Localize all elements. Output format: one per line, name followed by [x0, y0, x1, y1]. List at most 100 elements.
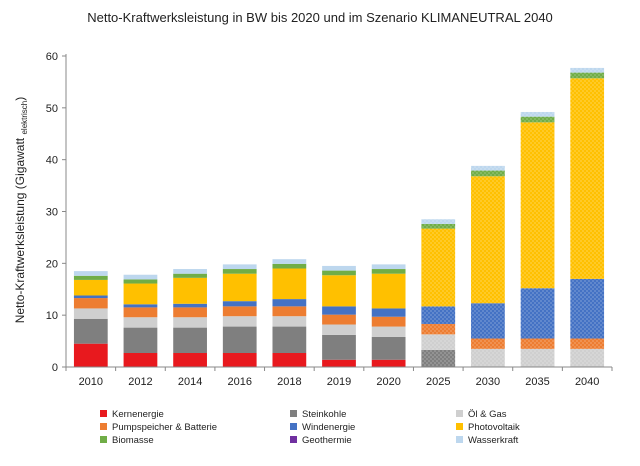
bar-segment	[471, 348, 505, 367]
x-tick-label: 2018	[277, 376, 301, 388]
bar-segment	[520, 338, 555, 349]
bar-segment	[73, 343, 108, 367]
y-tick-label: 10	[46, 310, 58, 322]
legend-item: Pumpspeicher & Batterie	[100, 422, 217, 433]
bar-segment	[123, 279, 158, 284]
x-tick-label: 2012	[128, 376, 152, 388]
bar-segment	[520, 122, 555, 289]
bar-segment	[123, 283, 158, 305]
bar-segment	[173, 269, 207, 274]
bar-segment	[371, 326, 406, 337]
bar-segment	[421, 228, 456, 307]
bar-segment	[322, 324, 356, 335]
legend-item: Geothermie	[290, 435, 352, 446]
bar-segment	[73, 295, 108, 299]
bar-segment	[371, 336, 406, 360]
bar-segment	[123, 317, 158, 328]
bar-segment	[272, 263, 307, 269]
bar-segment	[322, 359, 356, 367]
bar-segment	[471, 165, 505, 171]
x-tick-label: 2019	[327, 376, 351, 388]
bar-segment	[520, 116, 555, 123]
x-tick-label: 2020	[376, 376, 400, 388]
x-tick-label: 2014	[178, 376, 202, 388]
legend-swatch	[100, 410, 107, 417]
legend-item: Biomasse	[100, 435, 154, 446]
bar-segment	[272, 306, 307, 317]
x-tick-label: 2040	[575, 376, 599, 388]
bar-segment	[520, 348, 555, 367]
legend-swatch	[456, 423, 463, 430]
bar-segment	[471, 170, 505, 177]
legend-item: Windenergie	[290, 422, 355, 433]
legend-item: Öl & Gas	[456, 409, 507, 420]
bar-segment	[322, 334, 356, 360]
bar-segment	[173, 327, 207, 354]
bar-segment	[272, 316, 307, 327]
bar-segment	[322, 265, 356, 271]
legend-swatch	[290, 423, 297, 430]
legend-swatch	[456, 410, 463, 417]
legend-swatch	[456, 436, 463, 443]
bar-segment	[421, 349, 456, 367]
bar-segment	[123, 304, 158, 308]
bar-segment	[520, 288, 555, 339]
bar-segment	[222, 306, 257, 317]
bar-segment	[371, 264, 406, 270]
legend-item: Wasserkraft	[456, 435, 518, 446]
bar-segment	[173, 307, 207, 318]
y-tick-label: 50	[46, 103, 58, 115]
x-tick-label: 2025	[426, 376, 450, 388]
legend-swatch	[100, 436, 107, 443]
bar-segment	[520, 111, 555, 117]
bar-segment	[272, 353, 307, 367]
legend-label: Kernenergie	[112, 409, 164, 420]
y-tick-label: 40	[46, 155, 58, 167]
bar-segment	[73, 275, 108, 280]
bar-segment	[73, 271, 108, 276]
y-tick-label: 60	[46, 51, 58, 63]
bar-segment	[471, 176, 505, 304]
bar-segment	[123, 307, 158, 318]
bar-segment	[421, 323, 456, 335]
legend-label: Pumpspeicher & Batterie	[112, 422, 218, 433]
bar-segment	[371, 269, 406, 274]
bar-segment	[570, 67, 605, 73]
legend-label: Windenergie	[302, 422, 356, 433]
legend-item: Steinkohle	[290, 409, 346, 420]
bar-segment	[272, 268, 307, 300]
legend-swatch	[290, 410, 297, 417]
legend-item: Kernenergie	[100, 409, 164, 420]
bar-segment	[272, 326, 307, 354]
y-tick-label: 0	[52, 362, 58, 374]
bar-segment	[272, 299, 307, 307]
legend-item: Photovoltaik	[456, 422, 520, 433]
x-tick-label: 2016	[227, 376, 251, 388]
bar-segment	[371, 316, 406, 327]
bar-segment	[371, 359, 406, 367]
bar-segment	[73, 279, 108, 296]
bar-segment	[570, 78, 605, 279]
bar-segment	[222, 353, 257, 367]
bar-segment	[322, 275, 356, 307]
legend-label: Geothermie	[302, 435, 352, 446]
bar-segment	[73, 318, 108, 344]
bar-segment	[222, 264, 257, 270]
bar-segment	[421, 334, 456, 350]
bar-segment	[123, 274, 158, 280]
legend-label: Photovoltaik	[468, 422, 520, 433]
legend-label: Öl & Gas	[468, 409, 507, 420]
bar-segment	[222, 273, 257, 302]
bar-segment	[272, 259, 307, 264]
chart-title: Netto-Kraftwerksleistung in BW bis 2020 …	[87, 10, 553, 25]
bar-segment	[371, 273, 406, 309]
y-tick-label: 30	[46, 207, 58, 219]
bar-segment	[421, 306, 456, 324]
bar-segment	[322, 306, 356, 315]
bar-segment	[421, 219, 456, 224]
legend-swatch	[100, 423, 107, 430]
bar-segment	[421, 223, 456, 229]
bar-segment	[322, 314, 356, 325]
bar-segment	[173, 353, 207, 367]
bar-segment	[173, 277, 207, 304]
